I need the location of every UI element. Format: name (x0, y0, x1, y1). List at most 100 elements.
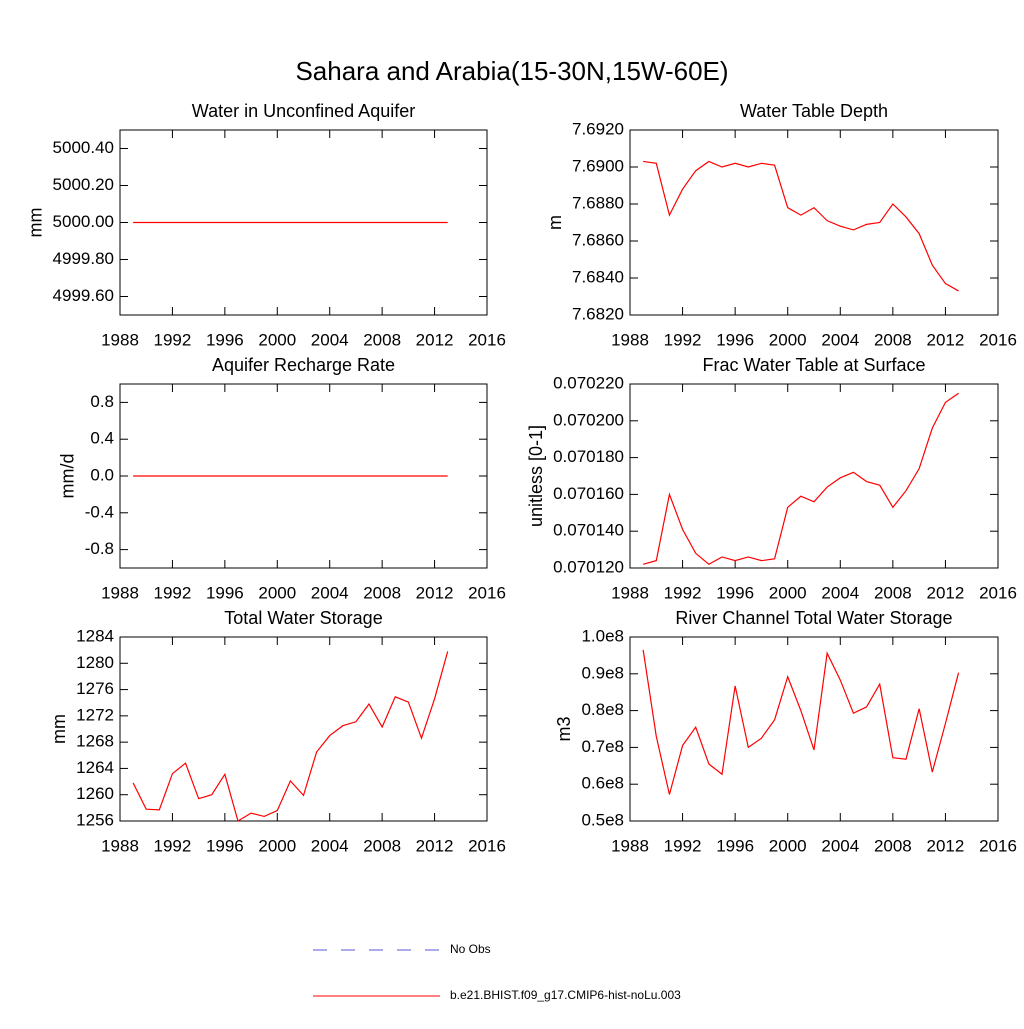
x-tick-label: 1992 (664, 330, 702, 349)
y-tick-label: 1268 (76, 732, 114, 751)
y-axis-label: m3 (554, 716, 574, 741)
y-tick-label: 1260 (76, 784, 114, 803)
y-tick-label: -0.8 (85, 539, 114, 558)
panel: Frac Water Table at Surface 1988 1992 1996 2… (526, 355, 1017, 603)
x-tick-label: 2008 (874, 583, 912, 602)
x-tick-label: 2012 (416, 836, 454, 855)
y-tick-label: 7.6840 (572, 267, 624, 286)
y-tick-label: 0.070160 (553, 484, 624, 503)
y-axis-label: mm/d (57, 454, 77, 499)
y-tick-label: 0.8 (90, 392, 114, 411)
x-tick-label: 2012 (927, 583, 965, 602)
x-tick-label: 2004 (311, 583, 349, 602)
data-line (643, 160, 959, 292)
data-line (132, 651, 449, 822)
x-tick-label: 1992 (664, 836, 702, 855)
y-tick-label: 7.6860 (572, 230, 624, 249)
x-tick-label: 1988 (101, 836, 139, 855)
x-tick-label: 2016 (468, 330, 506, 349)
x-tick-label: 1988 (611, 330, 649, 349)
x-tick-label: 2008 (363, 330, 401, 349)
x-tick-label: 1988 (101, 583, 139, 602)
x-tick-label: 2000 (769, 836, 807, 855)
y-tick-label: 7.6900 (572, 156, 624, 175)
y-tick-label: 7.6880 (572, 193, 624, 212)
x-tick-label: 1996 (206, 836, 244, 855)
y-tick-label: 1284 (76, 626, 114, 645)
x-tick-label: 2012 (416, 330, 454, 349)
y-tick-label: 7.6820 (572, 304, 624, 323)
y-axis-label: mm (25, 208, 45, 238)
x-tick-label: 2012 (416, 583, 454, 602)
y-tick-label: 0.4 (90, 429, 114, 448)
x-tick-label: 1992 (154, 836, 192, 855)
x-tick-label: 2000 (258, 836, 296, 855)
legend-label: No Obs (450, 942, 491, 956)
x-tick-label: 1988 (101, 330, 139, 349)
x-tick-label: 1996 (716, 836, 754, 855)
panel: River Channel Total Water Storage 1988 199… (554, 608, 1017, 856)
panel: Water Table Depth 1988 1992 1996 2000 2004 200… (545, 101, 1017, 350)
x-tick-label: 2016 (468, 583, 506, 602)
x-tick-label: 2016 (979, 836, 1017, 855)
y-tick-label: 7.6920 (572, 119, 624, 138)
plot-frame (629, 636, 999, 822)
y-tick-label: 0.070220 (553, 373, 624, 392)
x-tick-label: 1996 (206, 583, 244, 602)
y-tick-label: 0.070140 (553, 521, 624, 540)
y-tick-label: 4999.60 (53, 286, 114, 305)
x-tick-label: 2000 (769, 330, 807, 349)
x-tick-label: 2008 (874, 836, 912, 855)
x-tick-label: 2004 (821, 583, 859, 602)
plot-frame (119, 636, 488, 822)
x-tick-label: 2008 (363, 583, 401, 602)
panel-title: Water Table Depth (740, 101, 888, 121)
y-tick-label: 0.070120 (553, 557, 624, 576)
y-tick-label: 0.7e8 (581, 737, 624, 756)
y-tick-label: 1264 (76, 758, 114, 777)
y-tick-label: 4999.80 (53, 249, 114, 268)
x-tick-label: 1992 (154, 330, 192, 349)
x-tick-label: 2016 (979, 330, 1017, 349)
y-tick-label: 5000.20 (53, 175, 114, 194)
y-tick-label: 1256 (76, 810, 114, 829)
x-tick-label: 1996 (206, 330, 244, 349)
panel-title: Frac Water Table at Surface (702, 355, 925, 375)
data-line (642, 649, 960, 795)
x-tick-label: 2004 (311, 836, 349, 855)
y-tick-label: 0.9e8 (581, 663, 624, 682)
x-tick-label: 2012 (927, 330, 965, 349)
x-tick-label: 2000 (769, 583, 807, 602)
x-tick-label: 2016 (979, 583, 1017, 602)
x-tick-label: 1988 (611, 583, 649, 602)
panel-title: Water in Unconfined Aquifer (192, 101, 415, 121)
panel: Total Water Storage 1988 1992 1996 2000 2004 2… (49, 608, 506, 856)
y-tick-label: 0.6e8 (581, 774, 624, 793)
y-tick-label: 1280 (76, 653, 114, 672)
panel: Water in Unconfined Aquifer 1988 1992 1996 2… (25, 101, 506, 350)
x-tick-label: 1992 (664, 583, 702, 602)
data-line (642, 392, 959, 566)
x-tick-label: 2016 (468, 836, 506, 855)
x-tick-label: 1996 (716, 330, 754, 349)
x-tick-label: 2008 (363, 836, 401, 855)
panel: Aquifer Recharge Rate 1988 1992 1996 2000 200… (57, 355, 505, 603)
y-axis-label: mm (49, 714, 69, 744)
legend-label: b.e21.BHIST.f09_g17.CMIP6-hist-noLu.003 (450, 988, 681, 1002)
x-tick-label: 2012 (927, 836, 965, 855)
plot-frame (629, 383, 999, 569)
y-tick-label: 0.0 (90, 465, 114, 484)
y-axis-label: unitless [0-1] (526, 425, 546, 527)
x-tick-label: 1992 (154, 583, 192, 602)
y-tick-label: -0.4 (85, 502, 114, 521)
y-tick-label: 5000.40 (53, 138, 114, 157)
y-tick-label: 0.070200 (553, 410, 624, 429)
x-tick-label: 2004 (821, 330, 859, 349)
y-tick-label: 1.0e8 (581, 626, 624, 645)
x-tick-label: 2004 (821, 836, 859, 855)
y-tick-label: 1276 (76, 679, 114, 698)
y-tick-label: 1272 (76, 705, 114, 724)
panel-title: Total Water Storage (224, 608, 382, 628)
x-tick-label: 2008 (874, 330, 912, 349)
